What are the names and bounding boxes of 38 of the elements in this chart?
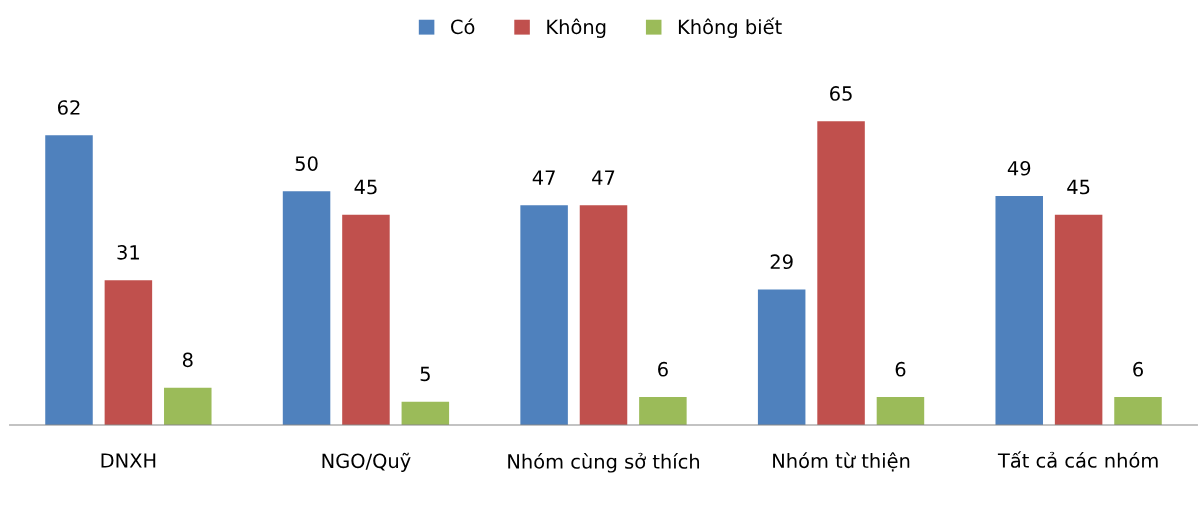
bar [817,121,865,426]
bar [876,396,925,426]
data-label: 6 [658,361,668,377]
bar [757,289,806,426]
x-tick-label: DNXH [101,453,156,468]
bar [520,205,568,426]
bar [579,205,628,426]
bar [342,214,390,426]
data-label: 8 [182,352,193,368]
bar [995,196,1043,426]
data-label: 6 [895,361,906,377]
bar [639,396,687,426]
data-label: 45 [1067,179,1090,195]
x-tick-label: Nhóm từ thiện [773,452,910,472]
bar [104,280,153,426]
bar [282,191,331,426]
data-label: 6 [1133,361,1143,377]
data-label: 47 [592,170,615,185]
data-label: 65 [830,86,852,101]
bar [401,401,450,426]
data-label: 62 [57,100,80,115]
data-label: 31 [117,245,139,260]
data-label: 50 [295,156,318,171]
data-label: 49 [1007,160,1031,176]
legend-label: Có [451,18,475,35]
legend-label: Không [547,18,606,38]
data-label: 29 [770,254,793,270]
bar [45,135,93,426]
legend-label: Không biết [678,17,782,38]
bar [1114,396,1162,426]
x-tick-label: Tất cả các nhóm [997,451,1158,468]
x-tick-label: Nhóm cùng sở thích [508,452,700,473]
bar [1054,214,1103,426]
x-tick-label: NGO/Quỹ [322,452,411,472]
bar [164,387,212,426]
data-label: 47 [532,170,555,185]
data-label: 5 [420,366,430,382]
data-label: 45 [354,179,377,195]
